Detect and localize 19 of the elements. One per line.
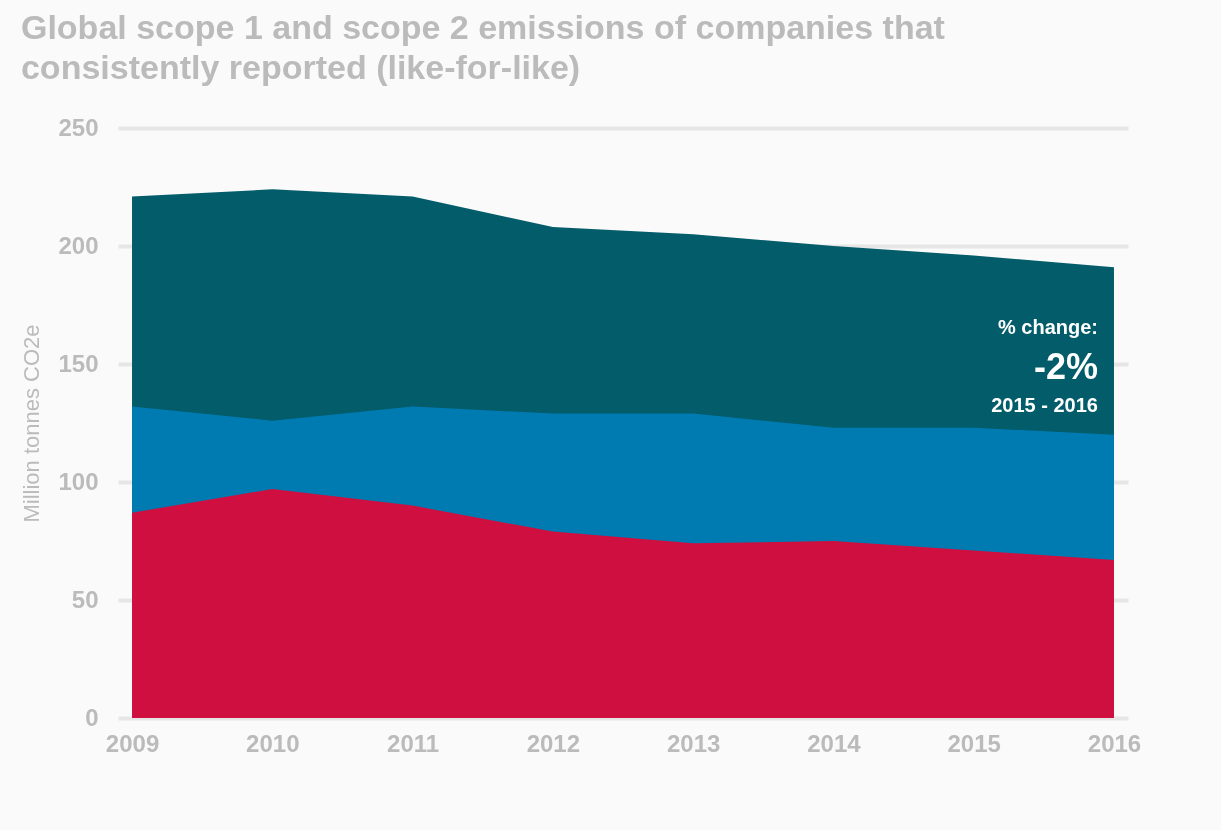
chart-title: Global scope 1 and scope 2 emissions of companies that consistently reported (like-for-like) (20, 8, 945, 86)
x-tick-label: 2012 (526, 729, 581, 757)
x-tick-label: 2016 (1087, 729, 1142, 757)
x-tick-label: 2015 (947, 729, 1001, 757)
y-axis-title: Million tonnes CO2e (19, 324, 45, 523)
x-tick-label: 2011 (387, 729, 440, 757)
x-tick-label: 2009 (105, 729, 160, 757)
x-tick-label: 2010 (246, 729, 300, 757)
x-tick-label: 2013 (666, 729, 721, 757)
annotation: -2% (1033, 345, 1098, 387)
annotation: 2015 - 2016 (991, 393, 1098, 416)
x-tick-label: 2014 (807, 729, 862, 757)
y-tick-label: 200 (58, 231, 99, 259)
y-tick-label: 0 (85, 703, 99, 731)
y-tick-label: 100 (58, 467, 99, 495)
annotation: % change: (997, 315, 1098, 338)
y-tick-label: 50 (71, 585, 99, 613)
y-tick-label: 250 (58, 113, 99, 141)
y-tick-label: 150 (58, 349, 99, 377)
